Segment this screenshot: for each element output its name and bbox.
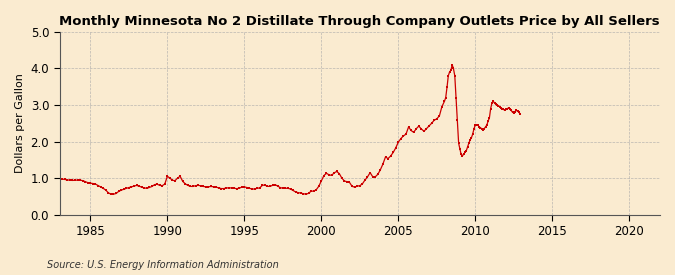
Y-axis label: Dollars per Gallon: Dollars per Gallon bbox=[15, 73, 25, 173]
Title: Monthly Minnesota No 2 Distillate Through Company Outlets Price by All Sellers: Monthly Minnesota No 2 Distillate Throug… bbox=[59, 15, 660, 28]
Text: Source: U.S. Energy Information Administration: Source: U.S. Energy Information Administ… bbox=[47, 260, 279, 270]
